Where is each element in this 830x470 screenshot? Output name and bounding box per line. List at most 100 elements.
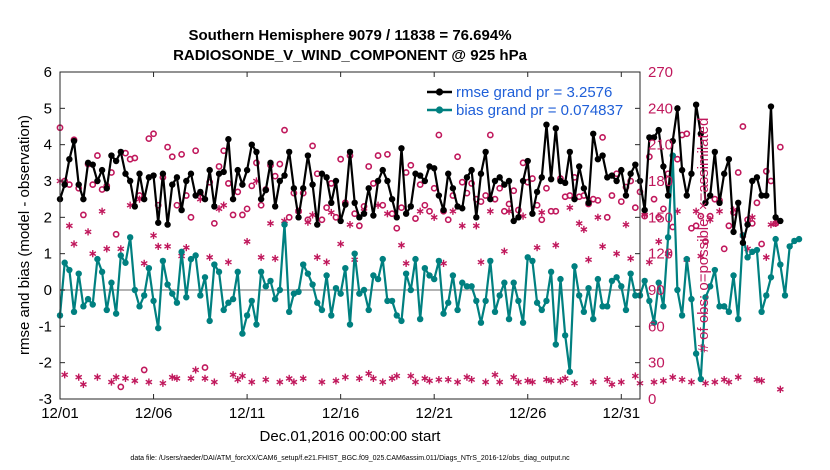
- obs-assimilated-marker: [589, 378, 597, 386]
- bias-point: [641, 277, 648, 285]
- obs-assimilated-stroke: [79, 382, 87, 387]
- rmse-point: [538, 174, 545, 181]
- obs-assimilated-marker: [416, 207, 424, 215]
- rmse-point: [225, 136, 232, 143]
- bias-point: [70, 308, 78, 315]
- obs-assimilated-marker: [117, 245, 125, 253]
- obs-assimilated-marker: [299, 374, 307, 383]
- obs-assimilated-marker: [355, 374, 363, 383]
- bias-point: [346, 321, 354, 328]
- obs-assimilated-marker: [234, 376, 242, 384]
- bias-point: [604, 303, 611, 310]
- obs-assimilated-stroke: [290, 379, 298, 385]
- obs-assimilated-stroke: [210, 379, 218, 385]
- obs-assimilated-marker: [692, 207, 700, 215]
- obs-assimilated-marker: [290, 378, 298, 386]
- obs-assimilated-stroke: [430, 214, 438, 220]
- rmse-point: [66, 156, 73, 163]
- footnote: data file: /Users/raeder/DAI/ATM_forcXX/…: [130, 455, 570, 462]
- obs-assimilated-marker: [210, 378, 218, 386]
- y-tick-label: 1: [44, 246, 52, 263]
- rmse-point: [201, 195, 209, 203]
- obs-assimilated-stroke: [206, 254, 214, 260]
- obs-assimilated-stroke: [542, 377, 550, 383]
- y-tick-label: 4: [44, 137, 52, 154]
- rmse-point: [580, 185, 588, 192]
- obs-assimilated-marker: [767, 221, 775, 229]
- axis-layer: 12/01 12/06 12/11 12/16 12/21 12/26 12/31 -3 -2 -…: [39, 64, 673, 422]
- rmse-point: [622, 192, 630, 199]
- rmse-point: [112, 157, 120, 165]
- obs-assimilated-stroke: [332, 378, 340, 384]
- obs-assimilated-stroke: [617, 379, 625, 385]
- bias-point: [763, 292, 770, 299]
- obs-assimilated-marker: [407, 372, 415, 380]
- obs-assimilated-marker: [103, 245, 111, 253]
- obs-assimilated-stroke: [613, 251, 621, 257]
- y-tick-label: 2: [44, 209, 52, 226]
- bias-point: [271, 295, 279, 303]
- obs-assimilated-stroke: [154, 243, 162, 249]
- obs-assimilated-marker: [201, 374, 209, 383]
- obs-assimilated-stroke: [753, 377, 761, 383]
- obs-possible-marker: [617, 198, 625, 205]
- chart-title-line1: Southern Hemisphere 9079 / 11838 = 76.69…: [188, 27, 511, 44]
- rmse-point: [187, 170, 195, 177]
- obs-assimilated-stroke: [131, 378, 139, 384]
- rmse-point: [398, 145, 405, 152]
- rmse-point: [749, 177, 756, 185]
- rmse-point: [150, 172, 157, 179]
- obs-assimilated-marker: [585, 256, 593, 264]
- obs-assimilated-stroke: [421, 376, 429, 381]
- obs-assimilated-stroke: [650, 379, 658, 385]
- obs-assimilated-stroke: [346, 222, 354, 228]
- obs-assimilated-marker: [65, 222, 73, 230]
- obs-assimilated-marker: [697, 252, 705, 260]
- rmse-point: [103, 185, 110, 192]
- obs-possible-marker: [201, 364, 209, 371]
- bias-point: [370, 272, 377, 279]
- bias-point: [454, 306, 461, 314]
- obs-assimilated-marker: [393, 372, 401, 380]
- obs-assimilated-stroke: [468, 377, 476, 383]
- rmse-point: [108, 152, 115, 159]
- bias-point: [543, 297, 550, 305]
- bias-point: [318, 306, 326, 314]
- obs-possible-marker: [426, 207, 433, 215]
- obs-assimilated-marker: [711, 378, 719, 386]
- obs-assimilated-marker: [243, 237, 251, 246]
- obs-possible-marker: [734, 169, 742, 176]
- obs-assimilated-marker: [491, 371, 499, 379]
- rmse-point: [370, 212, 377, 219]
- obs-assimilated-stroke: [599, 243, 607, 249]
- bias-point: [192, 252, 199, 259]
- obs-assimilated-stroke: [257, 254, 265, 260]
- obs-assimilated-stroke: [500, 248, 508, 254]
- rmse-point: [655, 126, 662, 134]
- rmse-point: [346, 148, 354, 156]
- rmse-point: [688, 170, 695, 177]
- obs-possible-marker: [323, 204, 331, 212]
- obs-possible-marker: [140, 366, 148, 374]
- bias-point: [225, 299, 232, 306]
- bias-point: [426, 272, 433, 279]
- bias-point: [314, 299, 321, 306]
- obs-assimilated-stroke: [716, 208, 723, 214]
- obs-assimilated-stroke: [552, 242, 560, 248]
- rmse-point: [706, 192, 714, 199]
- obs-assimilated-stroke: [734, 374, 742, 380]
- bias-point: [66, 266, 73, 274]
- rmse-point: [618, 166, 625, 174]
- obs-assimilated-stroke: [444, 377, 452, 383]
- obs-assimilated-marker: [631, 372, 639, 380]
- obs-possible-marker: [374, 152, 382, 159]
- rmse-point: [271, 203, 279, 210]
- obs-assimilated-stroke: [224, 259, 232, 265]
- bias-point: [482, 297, 489, 305]
- obs-assimilated-marker: [725, 378, 733, 386]
- rmse-point: [94, 177, 101, 185]
- obs-assimilated-marker: [444, 376, 452, 384]
- bias-point: [590, 315, 597, 323]
- bias-point: [538, 306, 545, 314]
- y-axis-label: rmse and bias (model - observation): [16, 115, 33, 355]
